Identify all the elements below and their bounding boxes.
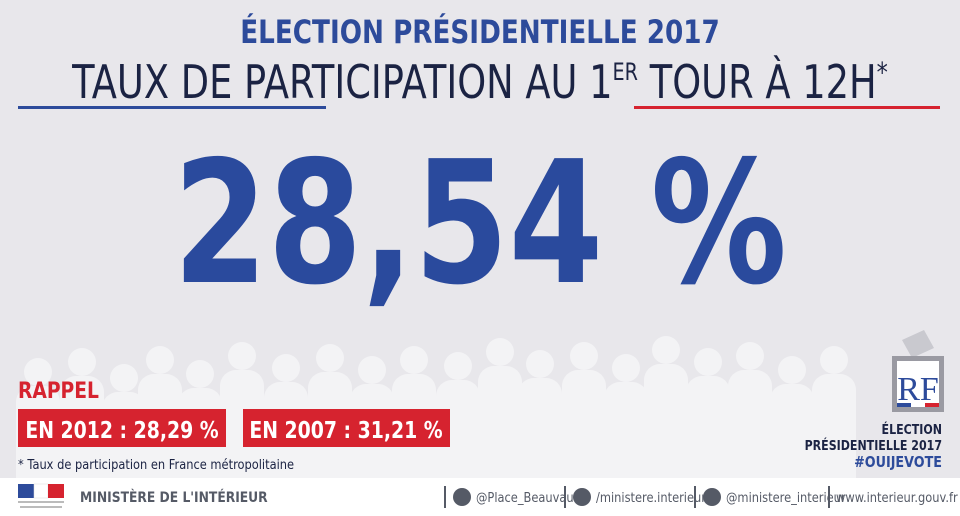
subtitle-group: TAUX DE PARTICIPATION AU 1ER TOUR À 12H* (71, 55, 888, 109)
rf-logo: RF (897, 371, 939, 408)
silhouette-head (444, 352, 472, 380)
silhouette-head (68, 348, 96, 376)
badge-line: ÉLECTION (882, 421, 942, 437)
footer-link-group: @ministere_interieur (726, 490, 847, 505)
footer-link[interactable]: @ministere_interieur (726, 490, 847, 505)
flag-blue (897, 403, 911, 407)
separator (444, 486, 446, 508)
silhouette-head (694, 348, 722, 376)
separator (828, 486, 830, 508)
badge-hashtag-group: #OUIJEVOTE (854, 454, 942, 471)
silhouette-head (820, 346, 848, 374)
subtitle: TAUX DE PARTICIPATION AU 1ER TOUR À 12H* (71, 55, 888, 109)
silhouette-head (24, 358, 52, 386)
footnote: * Taux de participation en France métrop… (18, 457, 294, 472)
marianne-logo (18, 483, 64, 508)
footer-link-group: /ministere.interieur (596, 490, 707, 505)
title: ÉLECTION PRÉSIDENTIELLE 2017 (240, 12, 720, 50)
ballot-box-face (897, 361, 939, 407)
silhouette-head (272, 354, 300, 382)
social-icon (573, 488, 591, 506)
footer-link[interactable]: @Place_Beauvau (476, 490, 574, 505)
ministry: MINISTÈRE DE L'INTÉRIEUR (80, 487, 268, 506)
badge-line-group: ÉLECTION (882, 421, 942, 437)
subtitle-part: TOUR À 12H (638, 55, 877, 109)
silhouette-body (220, 370, 264, 510)
logo-blue (18, 484, 34, 498)
footnote-group: * Taux de participation en France métrop… (18, 457, 294, 472)
footer-link[interactable]: /ministere.interieur (596, 490, 707, 505)
silhouette-head (110, 364, 138, 392)
social-icon (453, 488, 471, 506)
separator (694, 486, 696, 508)
silhouette-head (146, 346, 174, 374)
footer-link-group: www.interieur.gouv.fr (836, 490, 959, 505)
silhouette-body (728, 370, 772, 510)
silhouette-head (316, 344, 344, 372)
social-icon (703, 488, 721, 506)
logo-caption (18, 501, 64, 503)
subtitle-part: TAUX DE PARTICIPATION AU 1 (71, 55, 612, 109)
main-value-group: 28,54 % (173, 125, 787, 323)
footer-links: @Place_Beauvau/ministere.interieur @minis… (444, 486, 959, 508)
reminder-item-group: EN 2007 : 31,21 % (249, 416, 442, 443)
silhouette-head (486, 338, 514, 366)
silhouette-head (358, 356, 386, 384)
silhouette-body (478, 366, 522, 506)
blue-underline (18, 106, 326, 109)
footer-link[interactable]: www.interieur.gouv.fr (836, 490, 959, 505)
badge-line: PRÉSIDENTIELLE 2017 (805, 437, 942, 453)
reminder-label: RAPPEL (18, 378, 99, 404)
badge-line-group: PRÉSIDENTIELLE 2017 (805, 437, 942, 453)
reminder-item: EN 2012 : 28,29 % (25, 416, 218, 443)
silhouette-head (526, 350, 554, 378)
ballot-envelope (902, 330, 934, 358)
silhouette-head (736, 342, 764, 370)
silhouette-head (652, 336, 680, 364)
reminder-box (18, 409, 226, 447)
reminder-box (243, 409, 450, 447)
reminder-item-group: EN 2012 : 28,29 % (25, 416, 218, 443)
separator (564, 486, 566, 508)
silhouette-head (228, 342, 256, 370)
silhouette-body (562, 370, 606, 510)
ministry-group: MINISTÈRE DE L'INTÉRIEUR (80, 487, 268, 506)
red-underline (634, 106, 940, 109)
reminder-label-group: RAPPEL (18, 378, 99, 404)
silhouette-head (612, 354, 640, 382)
logo-caption (20, 506, 62, 508)
silhouette-head (778, 356, 806, 384)
logo-white (33, 483, 49, 499)
footer-link-group: @Place_Beauvau (476, 490, 574, 505)
reminder-item: EN 2007 : 31,21 % (249, 416, 442, 443)
ballot-badge: RF (892, 330, 944, 412)
flag-red (925, 403, 939, 407)
logo-red (48, 484, 64, 498)
silhouette-head (186, 360, 214, 388)
silhouette-head (570, 342, 598, 370)
main-value: 28,54 % (173, 125, 787, 323)
silhouette-head (400, 346, 428, 374)
badge-hashtag: #OUIJEVOTE (854, 454, 942, 471)
title-group: ÉLECTION PRÉSIDENTIELLE 2017 (240, 12, 720, 50)
subtitle-asterisk: * (877, 55, 888, 88)
subtitle-superscript: ER (613, 59, 638, 87)
silhouette-body (644, 364, 688, 504)
footer-bar (0, 478, 960, 516)
